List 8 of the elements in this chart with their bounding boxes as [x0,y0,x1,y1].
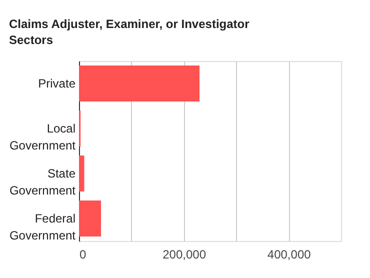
x-tick-label: 200,000 [162,248,206,262]
y-tick-label: Federal Government [9,212,76,242]
y-tick-label: Local Government [9,122,76,152]
chart-title: Claims Adjuster, Examiner, or Investigator Sectors [8,17,250,47]
y-tick-label: State Government [9,166,76,198]
y-tick-label: Private [38,76,76,90]
x-tick-label: 400,000 [267,248,312,262]
x-tick-label: 0 [80,248,86,262]
